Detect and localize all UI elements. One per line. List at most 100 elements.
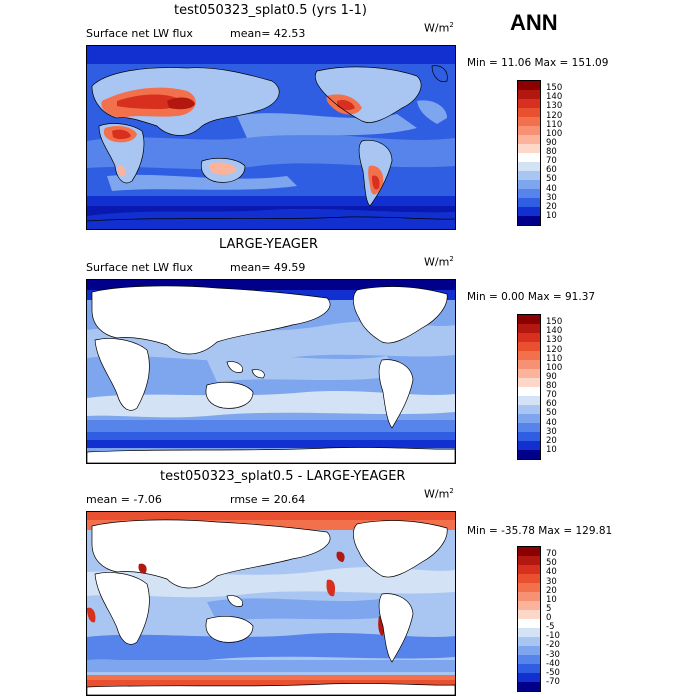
colorbar-tick: 10 (546, 210, 557, 221)
map-graphic (87, 46, 455, 229)
colorbar-swatch (518, 342, 540, 351)
colorbar-tick: 30 (546, 426, 557, 437)
field-label: Surface net LW flux (86, 261, 193, 274)
colorbar-tick: 100 (546, 128, 563, 139)
colorbar-tick: 100 (546, 362, 563, 373)
colorbar-swatch (518, 637, 540, 646)
map-plot (86, 279, 456, 464)
colorbar-tick: 80 (546, 147, 557, 157)
colorbar-swatch (518, 574, 540, 583)
colorbar-tick: 40 (546, 417, 557, 428)
colorbar-tick: 30 (546, 192, 557, 203)
colorbar-swatches (517, 546, 541, 692)
colorbar-swatch (518, 414, 540, 423)
colorbar (517, 546, 541, 692)
units-label: W/m2 (424, 21, 454, 35)
colorbar-swatch (518, 405, 540, 414)
colorbar-swatch (518, 135, 540, 144)
colorbar-swatch (518, 628, 540, 637)
colorbar-tick: 5 (546, 603, 552, 614)
colorbar-tick: 20 (546, 585, 557, 596)
colorbar-swatch (518, 441, 540, 450)
colorbar-tick: -30 (546, 649, 560, 660)
colorbar-swatch (518, 153, 540, 162)
panel-title: LARGE-YEAGER (219, 237, 319, 252)
colorbar-swatch (518, 144, 540, 153)
colorbar-tick: 50 (546, 174, 557, 185)
min-max-label: Min = 0.00 Max = 91.37 (467, 291, 596, 303)
colorbar-swatch (518, 117, 540, 126)
colorbar-tick: -10 (546, 631, 560, 642)
colorbar-swatch (518, 655, 540, 664)
colorbar-tick: 20 (546, 435, 557, 446)
colorbar-swatch (518, 99, 540, 108)
colorbar-tick: 140 (546, 92, 563, 103)
colorbar-swatch (518, 423, 540, 432)
colorbar-swatch (518, 315, 540, 324)
colorbar-tick: 80 (546, 381, 557, 391)
colorbar-swatch (518, 162, 540, 171)
colorbar-swatch (518, 207, 540, 216)
colorbar-swatch (518, 583, 540, 592)
colorbar-swatch (518, 180, 540, 189)
units-label: W/m2 (424, 487, 454, 501)
colorbar-tick: 120 (546, 110, 563, 121)
colorbar-swatch (518, 216, 540, 225)
field-label: Surface net LW flux (86, 27, 193, 40)
panel-title: test050323_splat0.5 - LARGE-YEAGER (160, 469, 406, 484)
colorbar-tick: -5 (546, 622, 555, 633)
colorbar-tick: 70 (546, 549, 557, 560)
colorbar-swatch (518, 360, 540, 369)
colorbar-swatch (518, 126, 540, 135)
colorbar-swatch (518, 673, 540, 682)
colorbar-swatch (518, 369, 540, 378)
mean-label: mean= 49.59 (230, 261, 306, 274)
colorbar-tick: 50 (546, 558, 557, 569)
colorbar-tick: -50 (546, 667, 560, 678)
map-graphic (87, 512, 455, 695)
colorbar-tick: 60 (546, 399, 557, 410)
colorbar-tick: -40 (546, 658, 560, 669)
colorbar-swatch (518, 664, 540, 673)
colorbar-tick: 20 (546, 201, 557, 212)
map-plot (86, 511, 456, 696)
colorbar (517, 80, 541, 226)
colorbar-swatches (517, 80, 541, 226)
season-label: ANN (510, 10, 558, 35)
colorbar-swatch (518, 601, 540, 610)
mean-label: mean = -7.06 (86, 493, 162, 506)
colorbar-swatch (518, 333, 540, 342)
colorbar-swatch (518, 324, 540, 333)
colorbar-tick: 70 (546, 156, 557, 167)
colorbar (517, 314, 541, 460)
colorbar-tick: 120 (546, 344, 563, 355)
colorbar-swatch (518, 90, 540, 99)
colorbar-swatch (518, 378, 540, 387)
colorbar-swatch (518, 610, 540, 619)
colorbar-tick: 10 (546, 444, 557, 455)
map-graphic (87, 280, 455, 463)
colorbar-tick: -70 (546, 676, 560, 687)
colorbar-swatch (518, 592, 540, 601)
colorbar-tick: 150 (546, 83, 563, 94)
min-max-label: Min = -35.78 Max = 129.81 (467, 525, 613, 537)
colorbar-ticks: 150 140 130 120 110 100 90 80 70 60 50 4… (546, 80, 576, 226)
mean-label: mean= 42.53 (230, 27, 306, 40)
colorbar-tick: 70 (546, 390, 557, 401)
colorbar-tick: 110 (546, 119, 563, 130)
colorbar-swatch (518, 682, 540, 691)
colorbar-tick: 110 (546, 353, 563, 364)
colorbar-swatch (518, 432, 540, 441)
map-plot (86, 45, 456, 230)
colorbar-tick: 0 (546, 613, 552, 623)
colorbar-swatch (518, 646, 540, 655)
min-max-label: Min = 11.06 Max = 151.09 (467, 57, 609, 69)
colorbar-swatch (518, 565, 540, 574)
colorbar-swatch (518, 198, 540, 207)
colorbar-tick: 140 (546, 326, 563, 337)
colorbar-swatch (518, 171, 540, 180)
colorbar-swatch (518, 619, 540, 628)
colorbar-swatch (518, 396, 540, 405)
colorbar-tick: 40 (546, 567, 557, 578)
colorbar-tick: 40 (546, 183, 557, 194)
